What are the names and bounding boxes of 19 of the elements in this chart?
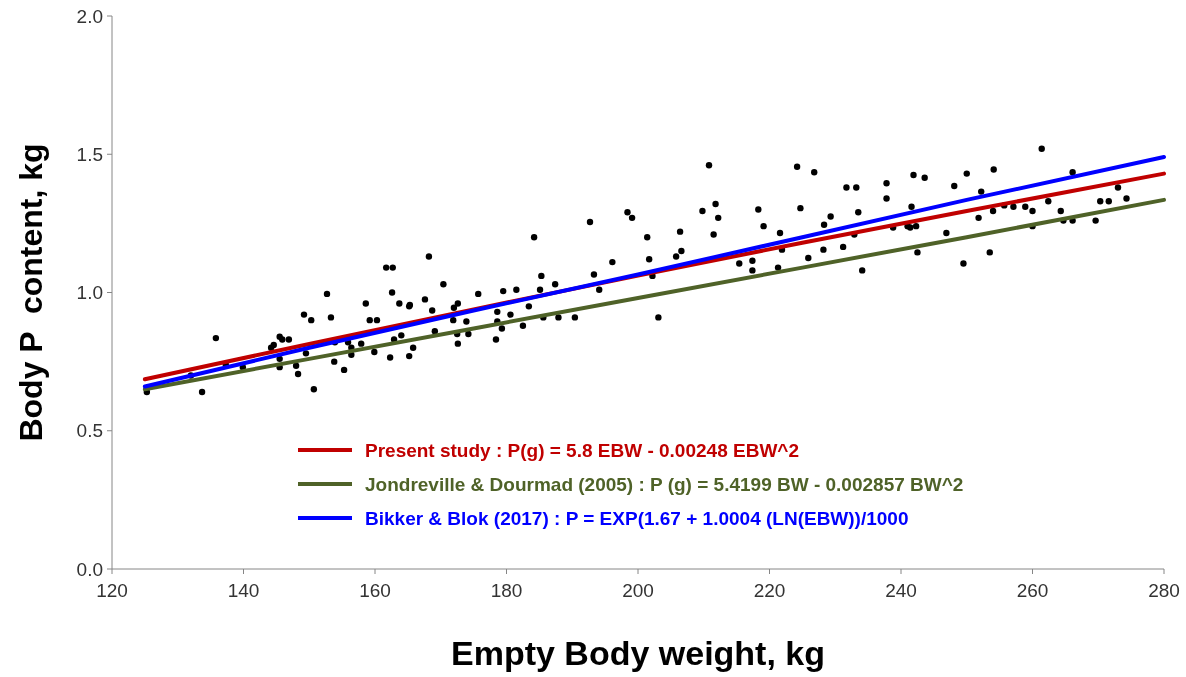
legend-label: Bikker & Blok (2017) : P = EXP(1.67 + 1.0004 (LN(EBW))/1000 <box>365 507 909 529</box>
x-tick-label: 220 <box>753 580 786 601</box>
legend-label: Present study : P(g) = 5.8 EBW - 0.00248 EBW^2 <box>365 439 799 461</box>
x-axis-title: Empty Body weight, kg <box>450 634 826 672</box>
y-tick-label: 1.5 <box>76 143 103 165</box>
x-tick-label: 120 <box>96 580 128 601</box>
x-tick-label: 160 <box>359 580 391 601</box>
y-tick-label: 0.5 <box>76 420 103 442</box>
legend-label: Jondreville & Dourmad (2005) : P (g) = 5.4199 BW - 0.002857 BW^2 <box>365 473 964 495</box>
y-tick-label: 2.0 <box>76 5 103 27</box>
y-axis-title: Body P content, kg <box>13 143 49 442</box>
x-tick-label: 260 <box>1016 580 1049 601</box>
y-tick-label: 0.0 <box>76 558 103 580</box>
x-tick-label: 200 <box>622 580 654 601</box>
x-tick-label: 240 <box>885 580 917 601</box>
x-tick-label: 280 <box>1148 580 1180 601</box>
y-tick-label: 1.0 <box>76 282 103 304</box>
x-tick-label: 140 <box>227 580 260 601</box>
x-tick-label: 180 <box>490 580 523 601</box>
